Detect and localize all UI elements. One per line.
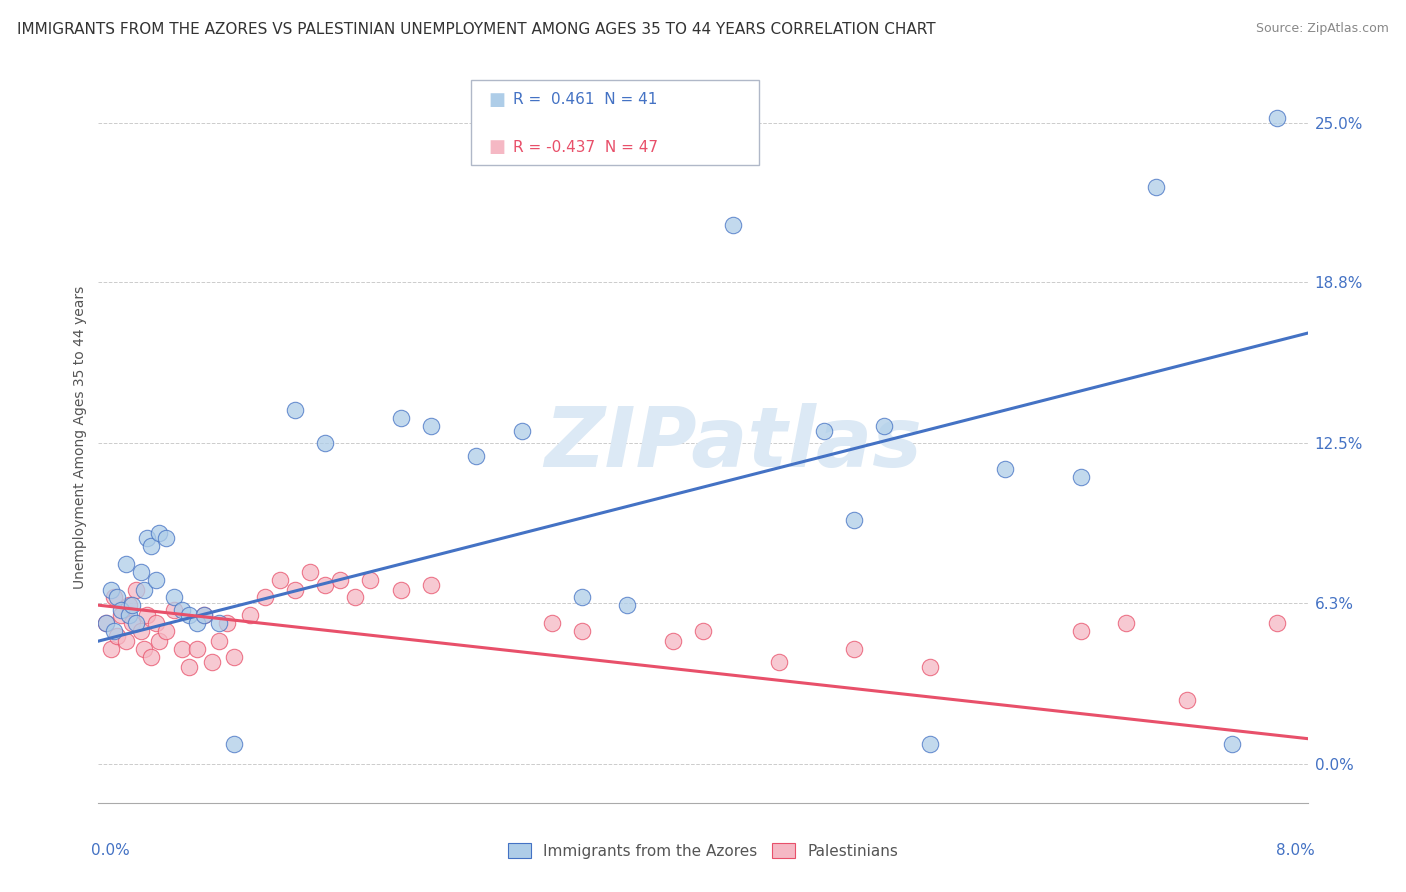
Point	[100, 582, 122, 597]
Text: 0.0%: 0.0%	[91, 843, 131, 858]
Point	[148, 634, 170, 648]
Point	[571, 624, 593, 638]
Y-axis label: Unemployment Among Ages 35 to 44 years: Unemployment Among Ages 35 to 44 years	[73, 285, 87, 589]
Point	[186, 641, 208, 656]
Point	[284, 582, 307, 597]
Point	[813, 424, 835, 438]
Point	[465, 450, 488, 464]
Point	[141, 649, 163, 664]
Point	[1070, 470, 1092, 484]
Point	[129, 624, 152, 638]
Point	[201, 655, 224, 669]
Point	[114, 634, 136, 648]
Text: ZIPatlas: ZIPatlas	[544, 403, 922, 484]
Point	[510, 424, 533, 438]
Point	[114, 557, 136, 571]
Point	[420, 418, 443, 433]
Point	[873, 418, 896, 433]
Point	[389, 410, 412, 425]
Point	[208, 634, 231, 648]
Point	[94, 616, 117, 631]
Point	[1267, 111, 1289, 125]
Point	[314, 436, 336, 450]
Text: R =  0.461  N = 41: R = 0.461 N = 41	[513, 93, 658, 107]
Point	[145, 573, 167, 587]
Point	[132, 582, 155, 597]
Point	[129, 565, 152, 579]
Point	[125, 616, 148, 631]
Point	[540, 616, 562, 631]
Point	[132, 641, 155, 656]
Point	[768, 655, 790, 669]
Point	[125, 582, 148, 597]
Point	[844, 514, 866, 528]
Point	[141, 539, 163, 553]
Point	[170, 603, 193, 617]
Point	[389, 582, 412, 597]
Point	[571, 591, 593, 605]
Point	[193, 608, 215, 623]
Point	[1070, 624, 1092, 638]
Point	[186, 616, 208, 631]
Point	[145, 616, 167, 631]
Point	[844, 641, 866, 656]
Point	[299, 565, 322, 579]
Point	[208, 616, 231, 631]
Point	[155, 624, 177, 638]
Point	[193, 608, 215, 623]
Point	[224, 737, 246, 751]
Point	[269, 573, 291, 587]
Point	[105, 591, 128, 605]
Point	[314, 577, 336, 591]
Point	[918, 660, 941, 674]
Point	[253, 591, 276, 605]
Point	[1175, 693, 1198, 707]
Point	[118, 608, 141, 623]
Point	[148, 526, 170, 541]
Point	[110, 603, 132, 617]
Text: ■: ■	[488, 138, 505, 156]
Point	[1220, 737, 1243, 751]
Point	[224, 649, 246, 664]
Point	[179, 608, 201, 623]
Point	[1267, 616, 1289, 631]
Point	[616, 598, 638, 612]
Text: R = -0.437  N = 47: R = -0.437 N = 47	[513, 140, 658, 154]
Point	[135, 608, 157, 623]
Point	[918, 737, 941, 751]
Point	[163, 591, 186, 605]
Text: 8.0%: 8.0%	[1275, 843, 1315, 858]
Point	[103, 591, 125, 605]
Point	[100, 641, 122, 656]
Point	[163, 603, 186, 617]
Point	[179, 660, 201, 674]
Point	[360, 573, 382, 587]
Point	[155, 532, 177, 546]
Point	[329, 573, 352, 587]
Point	[239, 608, 262, 623]
Point	[121, 598, 143, 612]
Point	[103, 624, 125, 638]
Point	[994, 462, 1017, 476]
Text: ■: ■	[488, 91, 505, 109]
Point	[1146, 179, 1168, 194]
Point	[105, 629, 128, 643]
Point	[121, 616, 143, 631]
Point	[661, 634, 683, 648]
Point	[215, 616, 238, 631]
Point	[692, 624, 714, 638]
Text: IMMIGRANTS FROM THE AZORES VS PALESTINIAN UNEMPLOYMENT AMONG AGES 35 TO 44 YEARS: IMMIGRANTS FROM THE AZORES VS PALESTINIA…	[17, 22, 935, 37]
Point	[1115, 616, 1137, 631]
Point	[94, 616, 117, 631]
Point	[110, 608, 132, 623]
Text: Source: ZipAtlas.com: Source: ZipAtlas.com	[1256, 22, 1389, 36]
Point	[344, 591, 367, 605]
Point	[420, 577, 443, 591]
Point	[723, 219, 745, 233]
Point	[170, 641, 193, 656]
Point	[135, 532, 157, 546]
Point	[118, 598, 141, 612]
Point	[284, 403, 307, 417]
Legend: Immigrants from the Azores, Palestinians: Immigrants from the Azores, Palestinians	[502, 837, 904, 864]
